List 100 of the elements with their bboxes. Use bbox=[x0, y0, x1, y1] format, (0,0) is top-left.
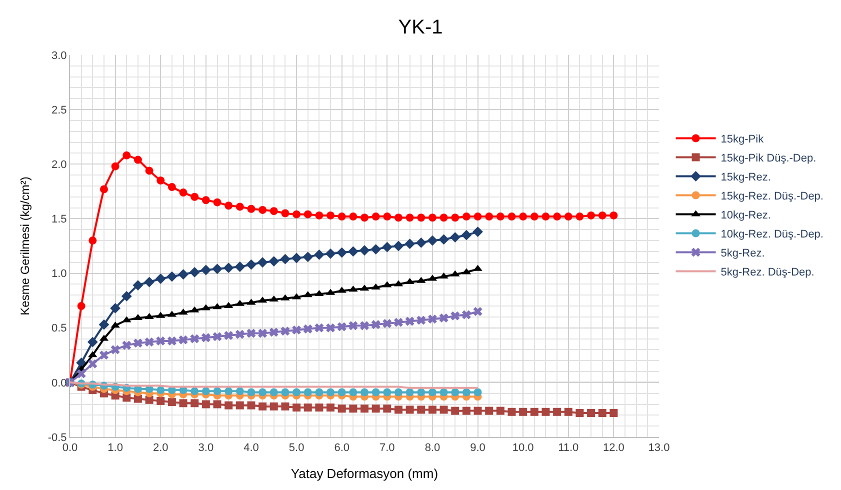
point bbox=[270, 388, 278, 396]
point bbox=[439, 314, 448, 323]
point bbox=[314, 323, 324, 332]
point bbox=[280, 326, 290, 336]
point bbox=[144, 276, 154, 288]
point bbox=[349, 388, 358, 396]
point bbox=[99, 350, 108, 360]
point bbox=[121, 291, 132, 302]
point bbox=[325, 248, 336, 259]
x-tick-label: 13.0 bbox=[648, 442, 670, 454]
point bbox=[304, 210, 312, 218]
point bbox=[246, 328, 256, 338]
point bbox=[349, 404, 358, 413]
point bbox=[155, 274, 166, 284]
point bbox=[474, 406, 482, 415]
point bbox=[190, 399, 199, 408]
point bbox=[156, 336, 166, 346]
point bbox=[382, 242, 392, 252]
point bbox=[315, 404, 324, 412]
point bbox=[268, 256, 280, 266]
point bbox=[440, 214, 448, 222]
y-tick-label: 0.5 bbox=[52, 322, 67, 335]
point bbox=[145, 166, 154, 175]
point bbox=[201, 333, 210, 342]
point bbox=[530, 212, 538, 221]
point bbox=[406, 214, 414, 222]
point bbox=[234, 262, 246, 272]
point bbox=[394, 214, 402, 222]
x-tick-label: 12.0 bbox=[602, 442, 624, 454]
point bbox=[508, 408, 516, 416]
point bbox=[519, 408, 528, 416]
point bbox=[212, 332, 222, 342]
point bbox=[370, 244, 382, 254]
point bbox=[428, 214, 436, 222]
x-tick-label: 7.0 bbox=[380, 442, 395, 454]
point bbox=[270, 207, 278, 216]
point bbox=[87, 336, 98, 348]
point bbox=[167, 336, 176, 346]
point bbox=[472, 226, 483, 238]
point bbox=[77, 302, 86, 310]
point bbox=[462, 406, 470, 415]
point bbox=[122, 340, 132, 350]
point bbox=[291, 252, 302, 264]
point bbox=[111, 162, 120, 170]
point bbox=[508, 212, 516, 221]
point bbox=[404, 238, 416, 250]
point bbox=[383, 212, 392, 221]
point bbox=[416, 238, 426, 248]
point bbox=[303, 324, 312, 334]
point bbox=[462, 388, 470, 396]
point bbox=[304, 388, 312, 396]
legend-label: 15kg-Pik bbox=[720, 134, 764, 146]
point bbox=[269, 328, 278, 337]
point bbox=[280, 254, 290, 264]
point bbox=[168, 398, 176, 406]
point bbox=[156, 396, 165, 405]
legend-label: 15kg-Pik Düş.-Dep. bbox=[720, 152, 816, 165]
point bbox=[202, 400, 210, 408]
point bbox=[258, 388, 267, 396]
x-tick-label: 2.0 bbox=[152, 442, 168, 454]
point bbox=[360, 214, 368, 222]
point bbox=[474, 388, 482, 396]
point bbox=[427, 235, 438, 246]
point bbox=[190, 192, 199, 201]
y-axis-title: Kesme Gerilmesi (kg/cm²) bbox=[18, 176, 32, 316]
point bbox=[359, 245, 370, 256]
point bbox=[100, 185, 108, 194]
point bbox=[156, 386, 165, 394]
point bbox=[587, 408, 596, 417]
point bbox=[258, 328, 268, 338]
x-tick-label: 8.0 bbox=[424, 442, 440, 454]
point bbox=[371, 320, 380, 330]
point bbox=[564, 408, 572, 416]
point bbox=[416, 316, 426, 325]
point bbox=[247, 388, 256, 396]
point bbox=[257, 257, 268, 268]
y-tick-label: 1.0 bbox=[52, 268, 67, 280]
point bbox=[258, 206, 267, 214]
point bbox=[190, 387, 199, 396]
point bbox=[553, 408, 562, 416]
point bbox=[326, 404, 335, 412]
point bbox=[576, 212, 584, 221]
y-tick-label: 2.0 bbox=[52, 158, 67, 171]
point bbox=[166, 271, 178, 282]
point bbox=[236, 401, 244, 410]
point bbox=[450, 311, 460, 320]
point bbox=[314, 250, 324, 260]
point bbox=[247, 204, 256, 213]
y-tick-label: -0.5 bbox=[48, 432, 67, 444]
point bbox=[485, 212, 494, 221]
point bbox=[383, 404, 392, 413]
point bbox=[440, 406, 448, 414]
legend-label: 5kg-Rez. bbox=[720, 248, 765, 260]
x-tick-label: 10.0 bbox=[512, 442, 534, 454]
point bbox=[393, 240, 404, 252]
point bbox=[394, 388, 402, 396]
legend-label: 10kg-Rez. Düş.-Dep. bbox=[720, 228, 824, 241]
point bbox=[598, 211, 606, 220]
point bbox=[236, 202, 244, 211]
point bbox=[156, 176, 165, 185]
